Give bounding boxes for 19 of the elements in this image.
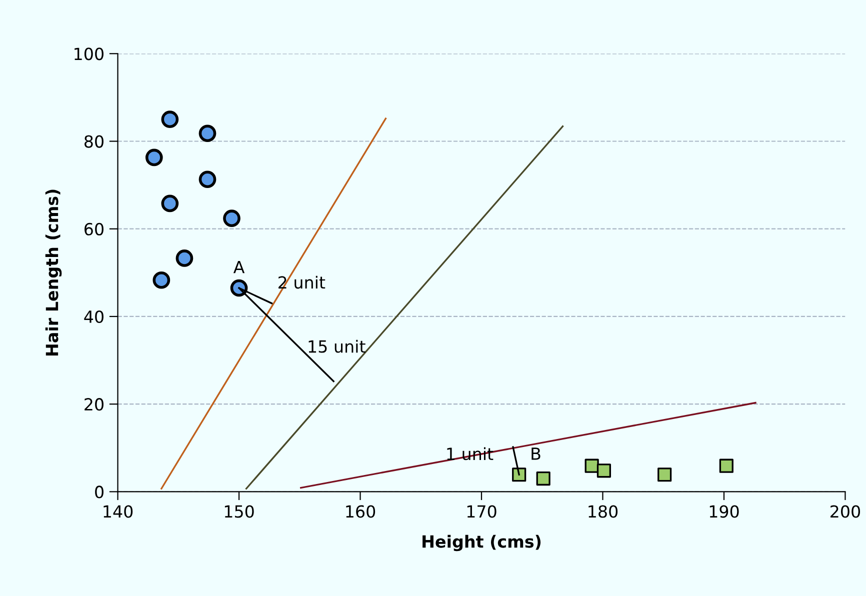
- y-tick-label: 0: [95, 486, 104, 498]
- y-axis-title: Hair Length (cms): [45, 190, 62, 356]
- x-tick-label: 180: [588, 505, 618, 518]
- y-tick-label: 80: [84, 135, 104, 148]
- x-tick-label: 150: [224, 505, 254, 518]
- x-tick-label: 140: [104, 505, 133, 518]
- y-tick-label: 20: [84, 398, 104, 411]
- annotation: 2 unit: [278, 276, 326, 289]
- y-tick-label: 60: [84, 222, 104, 236]
- x-tick-label: 170: [467, 505, 496, 518]
- x-axis-title: Height (cms): [422, 534, 541, 552]
- annotation: A: [233, 261, 245, 274]
- y-tick-label: 40: [84, 310, 104, 324]
- x-tick-label: 200: [830, 505, 860, 518]
- annotation: B: [532, 448, 540, 460]
- x-tick-label: 160: [346, 505, 376, 518]
- x-tick-label: 190: [710, 505, 739, 518]
- y-tick-label: 100: [74, 48, 104, 60]
- annotation: 15 unit: [308, 340, 366, 353]
